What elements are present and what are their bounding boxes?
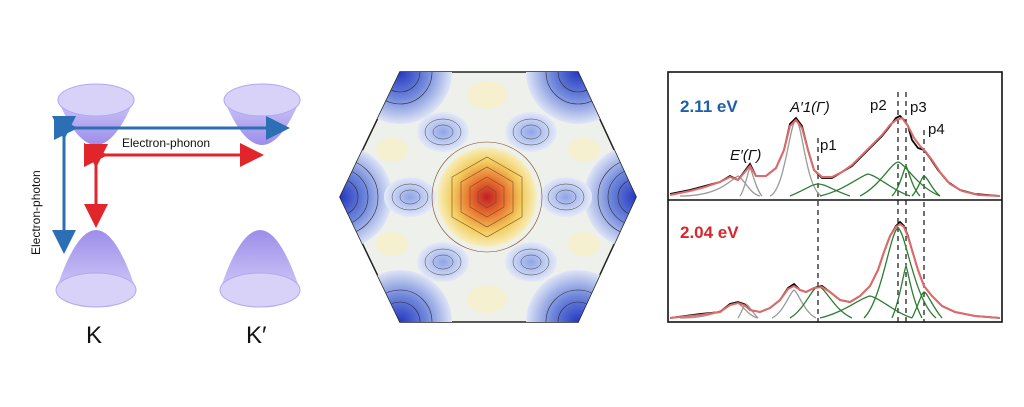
peak-label-p1: p1 — [820, 137, 837, 154]
panel-a-valleys: Electron-phonon Electron-photon K K′ — [29, 83, 301, 349]
bottom-energy-label: 2.04 eV — [680, 223, 739, 242]
peak-guide-lines — [817, 92, 925, 322]
blue-lobes — [384, 112, 592, 282]
electron-phonon-label: Electron-phonon — [122, 136, 210, 150]
peak-label-a1-prime: A′1(Γ) — [789, 99, 830, 116]
peak-label-p2: p2 — [870, 97, 887, 114]
center-maximum — [431, 141, 543, 253]
bottom-spectrum — [669, 220, 1001, 319]
electron-photon-label: Electron-photon — [29, 170, 43, 255]
valence-cone-k-prime — [219, 230, 301, 308]
panel-c-spectra: 2.11 eV 2.04 eV E′(Γ) A′1(Γ) p1 p2 p3 p4 — [667, 71, 1003, 323]
valley-k-label: K — [86, 322, 102, 349]
top-spectrum — [669, 114, 1001, 197]
panel-b-hexagon-map — [339, 71, 637, 323]
top-energy-label: 2.11 eV — [680, 97, 738, 116]
peak-label-p3: p3 — [910, 99, 927, 116]
conduction-cone-k-prime — [223, 83, 301, 145]
peak-label-e-prime: E′(Γ) — [730, 147, 761, 164]
valley-k-prime-label: K′ — [246, 322, 267, 349]
peak-label-p4: p4 — [928, 121, 945, 138]
valence-cone-k — [55, 230, 137, 308]
